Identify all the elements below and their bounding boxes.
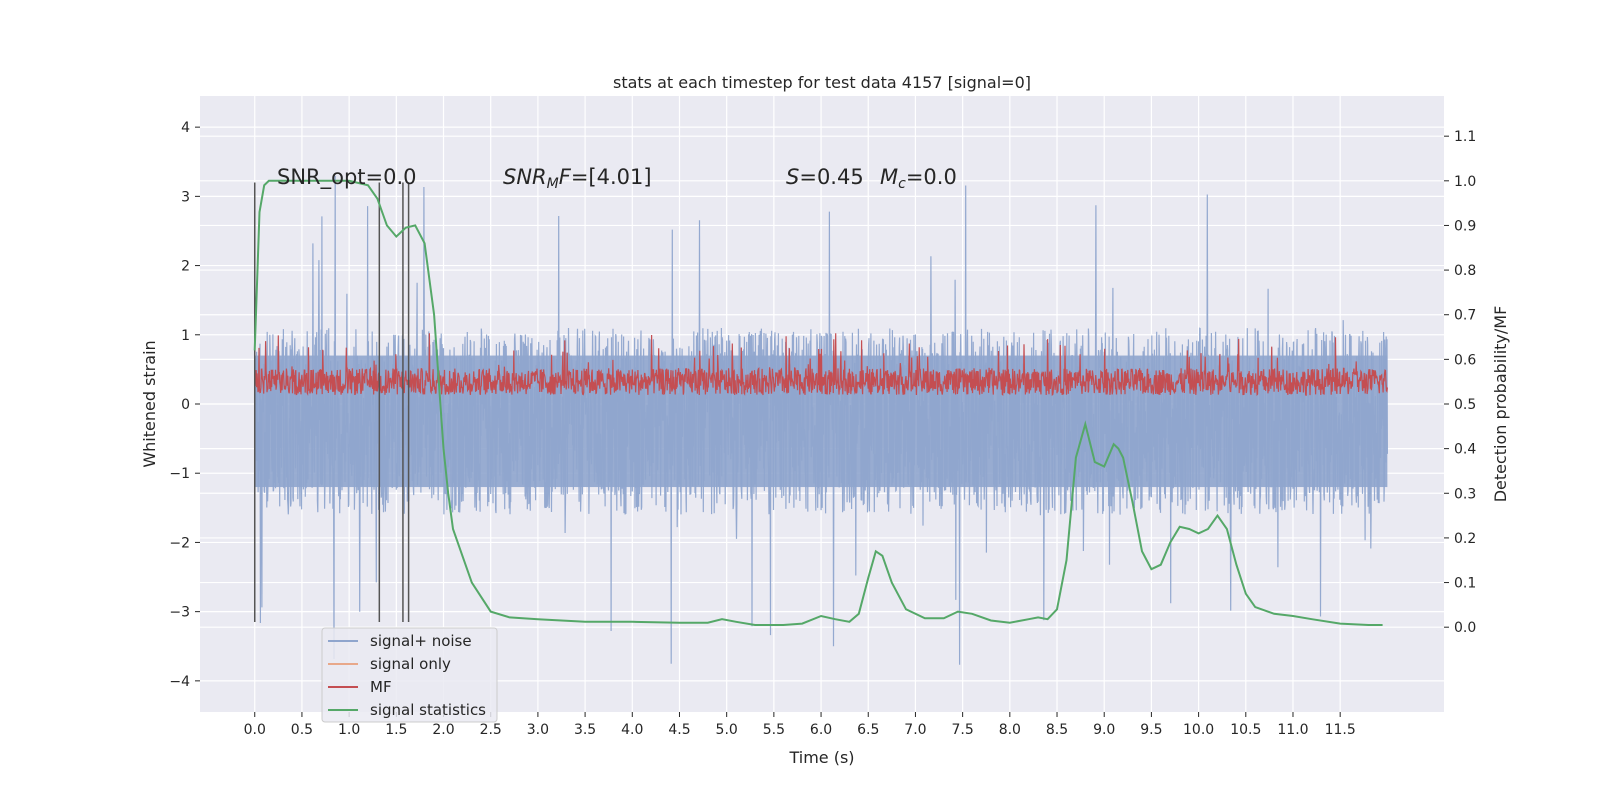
y2-tick-label: 1.0 [1454, 174, 1476, 190]
y-tick-label: 0 [181, 397, 190, 413]
x-tick-label: 7.5 [952, 722, 974, 738]
x-tick-label: 5.5 [763, 722, 785, 738]
x-tick-label: 6.5 [857, 722, 879, 738]
y2-tick-label: 0.5 [1454, 397, 1476, 413]
legend-box [321, 627, 498, 723]
y2-tick-label: 0.6 [1454, 352, 1476, 368]
y-tick-label: −3 [169, 605, 190, 621]
y2-tick-label: 0.3 [1454, 486, 1476, 502]
x-tick-label: 5.0 [716, 722, 738, 738]
x-tick-label: 11.5 [1325, 722, 1356, 738]
x-tick-label: 9.0 [1093, 722, 1115, 738]
annotation-snr-mf: SNRMF=[4.01] [503, 165, 652, 192]
x-tick-label: 10.0 [1183, 722, 1214, 738]
y-tick-label: −1 [169, 466, 190, 482]
x-tick-label: 4.0 [621, 722, 643, 738]
signal-noise-line [254, 175, 1388, 665]
y2-axis-label: Detection probability/MF [1491, 306, 1510, 503]
y2-tick-label: 0.9 [1454, 218, 1476, 234]
vertical-markers [253, 182, 410, 623]
y2-tick-label: 0.2 [1454, 531, 1476, 547]
legend-label-signal-noise: signal+ noise [370, 632, 472, 650]
x-tick-label: 0.0 [244, 722, 266, 738]
x-tick-label: 2.5 [480, 722, 502, 738]
chart-title: stats at each timestep for test data 415… [613, 73, 1031, 92]
x-tick-label: 2.0 [432, 722, 454, 738]
y-tick-label: 1 [181, 328, 190, 344]
y-tick-label: 4 [181, 120, 190, 136]
y2-tick-label: 1.1 [1454, 129, 1476, 145]
y2-axis-ticks: 1.1 1.0 0.9 0.8 0.7 0.6 0.5 0.4 0.3 0.2 0.1 0.0 [1444, 129, 1476, 636]
signal-statistics-line [253, 179, 1383, 626]
x-tick-label: 10.5 [1230, 722, 1261, 738]
x-axis-ticks: 0.0 0.5 1.0 1.5 2.0 2.5 3.0 3.5 4.0 4.5 5.0 5.5 6.0 6… [244, 712, 1356, 738]
x-tick-label: 8.0 [999, 722, 1021, 738]
annotation-mc: Mc=0.0 [880, 165, 957, 192]
y2-tick-label: 0.8 [1454, 263, 1476, 279]
x-tick-label: 3.5 [574, 722, 596, 738]
signal-statistics-series [253, 179, 1383, 626]
x-tick-label: 3.0 [527, 722, 549, 738]
legend-label-mf: MF [370, 678, 392, 696]
legend-label-signal-only: signal only [370, 655, 451, 673]
x-tick-label: 11.0 [1277, 722, 1308, 738]
legend: signal+ noise signal only MF signal stat… [321, 627, 498, 723]
y-tick-label: 3 [181, 189, 190, 205]
y-tick-label: 2 [181, 259, 190, 275]
y2-tick-label: 0.0 [1454, 620, 1476, 636]
y-axis-ticks: 4 3 2 1 0 −1 −2 −3 −4 [169, 120, 200, 690]
x-tick-label: 0.5 [291, 722, 313, 738]
x-tick-label: 6.0 [810, 722, 832, 738]
x-axis-label: Time (s) [788, 748, 854, 767]
annotation-snr-opt: SNR_opt=0.0 [277, 165, 417, 190]
x-tick-label: 1.5 [385, 722, 407, 738]
x-tick-label: 7.0 [904, 722, 926, 738]
mf-series [254, 333, 1388, 397]
mf-line [254, 333, 1388, 397]
legend-label-signal-statistics: signal statistics [370, 701, 486, 719]
x-tick-label: 1.0 [338, 722, 360, 738]
y-tick-label: −2 [169, 535, 190, 551]
y2-tick-label: 0.4 [1454, 442, 1476, 458]
x-tick-label: 4.5 [668, 722, 690, 738]
x-tick-label: 9.5 [1140, 722, 1162, 738]
y-axis-label: Whitened strain [140, 340, 159, 467]
annotation-s: S=0.45 [786, 165, 864, 189]
x-tick-label: 8.5 [1046, 722, 1068, 738]
y2-tick-label: 0.1 [1454, 576, 1476, 592]
y2-tick-label: 0.7 [1454, 308, 1476, 324]
y-tick-label: −4 [169, 674, 190, 690]
